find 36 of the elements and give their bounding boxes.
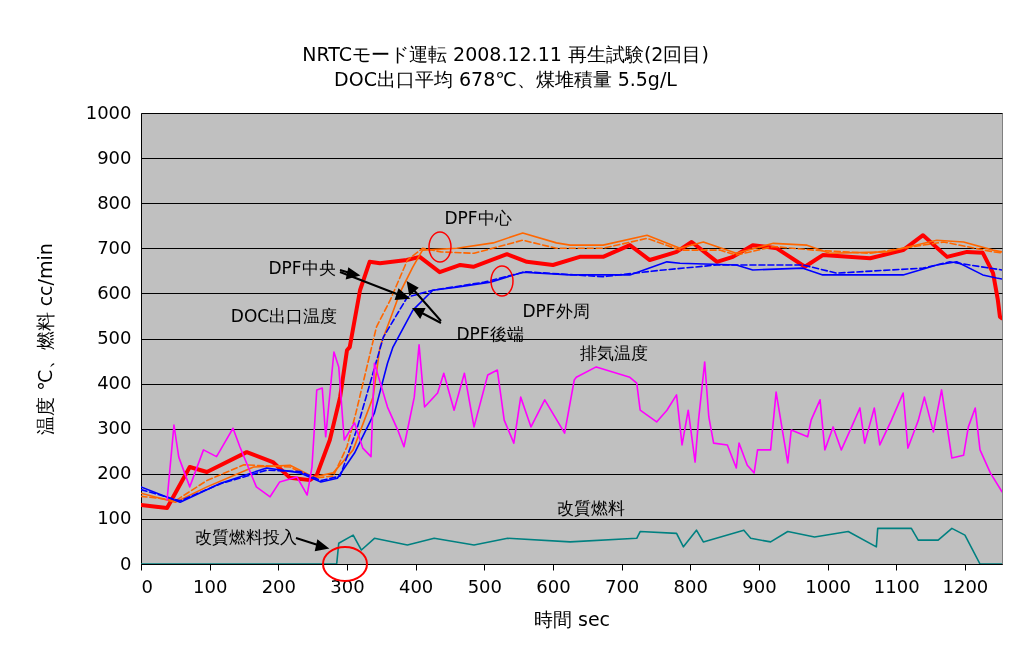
chart-title: NRTCモード運転 2008.12.11 再生試験(2回目) [302, 43, 709, 65]
annotation: 改質燃料投入 [195, 525, 297, 549]
y-tick-label: 800 [97, 191, 132, 213]
x-tick-label: 700 [604, 575, 640, 597]
x-tick-label: 600 [536, 575, 571, 597]
annotation: DOC出口温度 [230, 304, 338, 328]
x-tick-label: 1200 [942, 575, 989, 597]
x-tick-label: 900 [742, 575, 777, 597]
annotation: DPF中心 [444, 206, 512, 230]
x-tick-label: 500 [467, 575, 502, 597]
y-tick-label: 600 [97, 281, 132, 303]
y-tick-label: 0 [120, 552, 132, 574]
y-tick-label: 300 [97, 417, 132, 439]
chart-subtitle: DOC出口平均 678℃、煤堆積量 5.5g/L [334, 68, 678, 90]
annotation: DPF中央 [268, 256, 336, 280]
x-axis-title: 時間 sec [533, 607, 611, 630]
annotation: 排気温度 [580, 341, 648, 365]
x-tick-label: 0 [141, 575, 153, 597]
y-tick-label: 1000 [85, 101, 132, 123]
x-tick-label: 300 [330, 575, 365, 597]
x-tick-label: 100 [192, 575, 228, 597]
annotation: DPF外周 [522, 299, 590, 323]
line-series [166, 344, 1002, 501]
x-tick-label: 200 [261, 575, 296, 597]
x-tick-label: 800 [673, 575, 708, 597]
y-tick-label: 200 [97, 462, 132, 484]
x-tick-label: 1100 [873, 575, 920, 597]
y-tick-label: 500 [97, 327, 132, 348]
annotation: 改質燃料 [557, 496, 625, 520]
x-tick-label: 400 [398, 575, 434, 597]
y-tick-label: 700 [97, 236, 132, 258]
y-axis-title: 温度 ℃、燃料 cc/min [33, 243, 56, 435]
y-tick-label: 900 [97, 146, 132, 168]
y-tick-label: 400 [97, 372, 132, 394]
x-tick-label: 1000 [805, 575, 852, 597]
y-tick-label: 100 [97, 507, 132, 529]
